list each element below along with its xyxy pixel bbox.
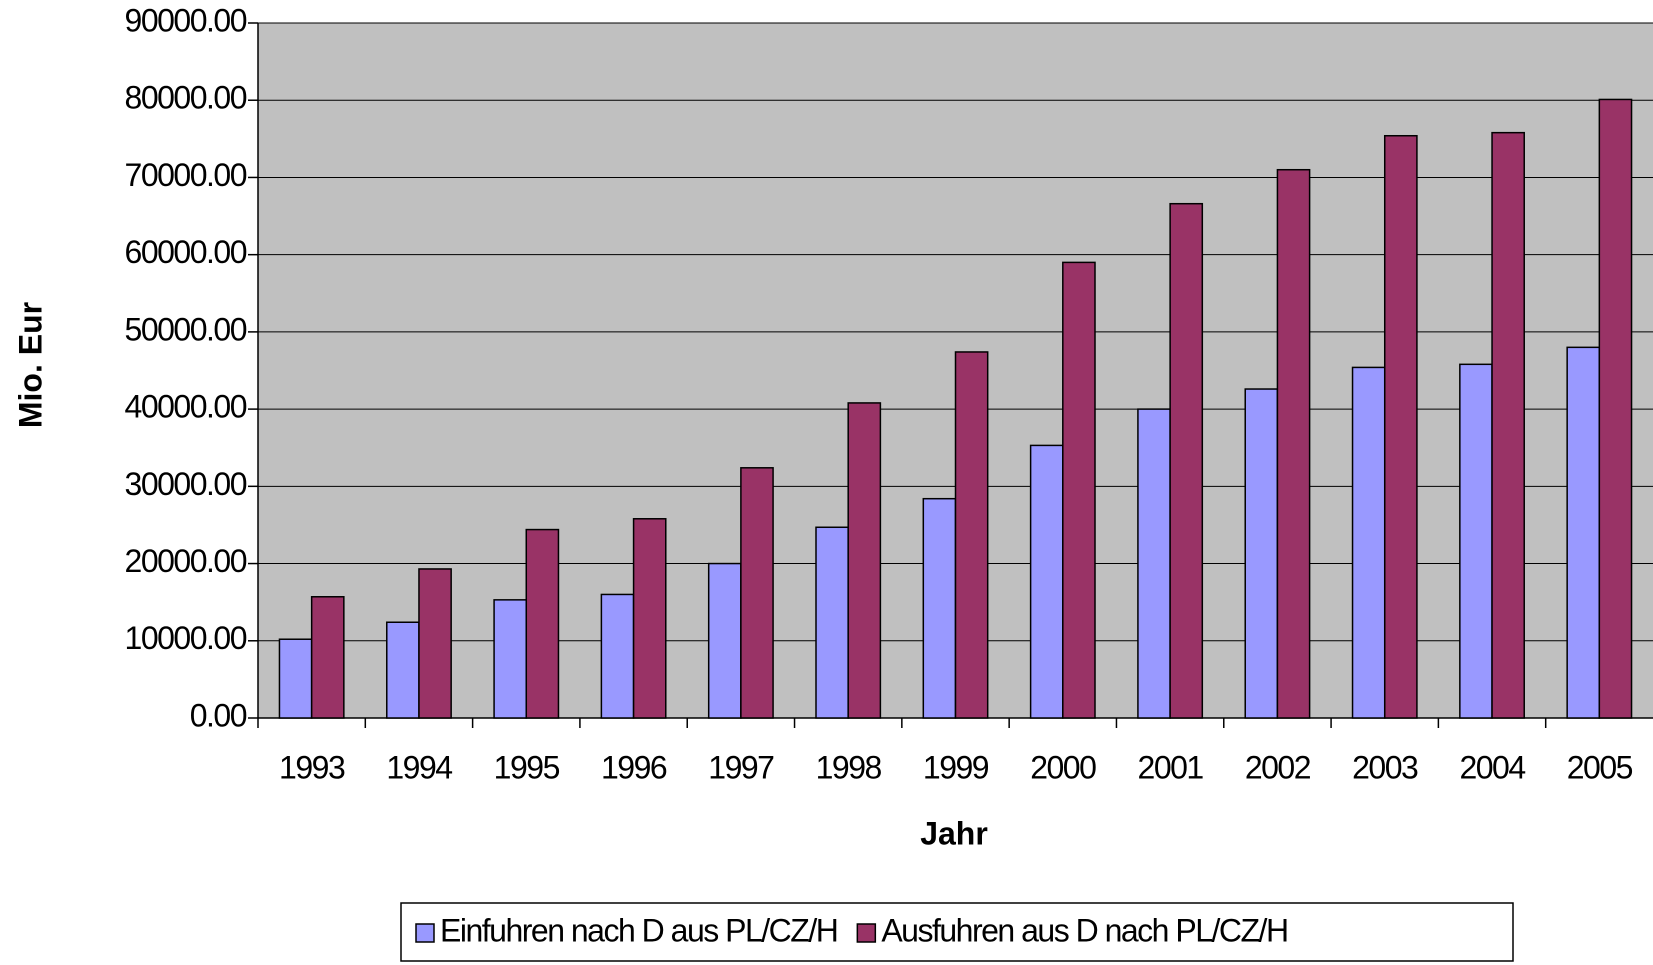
x-tick-label: 1999	[923, 749, 989, 785]
bar	[707, 562, 742, 719]
bar	[600, 593, 635, 719]
bar	[310, 596, 345, 719]
y-tick-label: 40000.00	[125, 389, 247, 425]
legend-label: Ausfuhren aus D nach PL/CZ/H	[881, 912, 1287, 948]
bar	[386, 621, 420, 719]
x-tick-label: 1994	[386, 749, 452, 785]
x-axis-label: Jahr	[920, 815, 988, 851]
y-tick-label: 30000.00	[125, 466, 247, 502]
x-tick-label: 2003	[1352, 749, 1418, 785]
x-tick-label: 1993	[279, 749, 345, 785]
bar	[418, 568, 452, 719]
bar	[1566, 346, 1601, 719]
bar	[1491, 131, 1525, 719]
x-tick-label: 2001	[1138, 749, 1204, 785]
legend-swatch	[415, 923, 435, 943]
bar	[278, 638, 313, 719]
bar	[954, 351, 989, 719]
bar	[1137, 408, 1171, 719]
bar	[922, 497, 957, 719]
bar	[815, 526, 849, 719]
y-tick-label: 90000.00	[125, 2, 247, 38]
bar	[1459, 363, 1493, 719]
bar	[1351, 366, 1386, 719]
bar	[1062, 261, 1096, 719]
y-tick-label: 20000.00	[125, 543, 247, 579]
bar	[1598, 98, 1633, 719]
bar	[1029, 444, 1064, 719]
y-tick-label: 0.00	[190, 697, 247, 733]
y-tick-label: 70000.00	[125, 157, 247, 193]
legend-swatch	[856, 923, 877, 943]
x-tick-label: 2000	[1030, 749, 1096, 785]
bar	[1276, 168, 1311, 719]
bar	[1169, 202, 1204, 719]
bar	[525, 528, 560, 719]
y-tick-label: 10000.00	[125, 620, 247, 656]
bar	[632, 518, 667, 719]
x-tick-label: 1995	[494, 749, 560, 785]
x-tick-label: 2002	[1245, 749, 1311, 785]
bar	[740, 467, 774, 719]
legend-label: Einfuhren nach D aus PL/CZ/H	[440, 912, 837, 948]
x-tick-label: 1996	[601, 749, 667, 785]
bar	[1383, 134, 1418, 719]
x-tick-label: 1998	[816, 749, 882, 785]
x-tick-label: 2004	[1459, 749, 1525, 785]
y-tick-label: 80000.00	[125, 80, 247, 116]
bar	[1244, 388, 1279, 719]
y-tick-label: 50000.00	[125, 311, 247, 347]
bar	[493, 599, 528, 719]
x-tick-label: 1997	[708, 749, 774, 785]
bar	[847, 402, 882, 719]
y-tick-label: 60000.00	[125, 234, 247, 270]
y-axis-label: Mio. Eur	[12, 302, 48, 428]
x-tick-label: 2005	[1567, 749, 1633, 785]
legend-box	[400, 902, 1514, 962]
